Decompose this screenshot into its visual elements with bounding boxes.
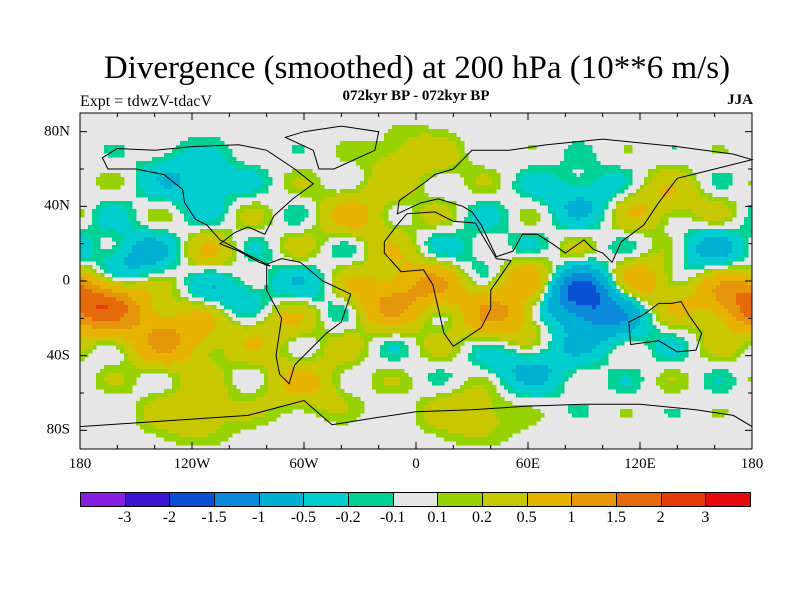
coastline-south-america bbox=[266, 258, 352, 385]
colorbar-label: -0.5 bbox=[290, 509, 316, 526]
colorbar-label: 0.1 bbox=[427, 509, 448, 526]
axis-ticks bbox=[79, 113, 753, 449]
colorbar-swatch bbox=[482, 492, 528, 507]
coastline-australia bbox=[628, 300, 703, 353]
colorbar-swatch bbox=[80, 492, 126, 507]
colorbar-swatch bbox=[526, 492, 573, 507]
y-tick-label: 80N bbox=[44, 123, 70, 140]
coastline-antarctica bbox=[79, 399, 753, 428]
x-tick-label: 120W bbox=[173, 456, 211, 472]
chart-title: Divergence (smoothed) at 200 hPa (10**6 … bbox=[103, 50, 731, 86]
colorbar-swatch bbox=[258, 492, 305, 507]
experiment-label: Expt = tdwzV-tdacV bbox=[80, 93, 212, 110]
coastline-north-america bbox=[101, 144, 315, 267]
y-tick-label: 0 bbox=[62, 272, 71, 289]
colorbar-swatch bbox=[124, 492, 171, 507]
colorbar-label: -1.5 bbox=[201, 509, 227, 526]
season-label: JJA bbox=[727, 92, 753, 108]
colorbar-swatch bbox=[169, 492, 215, 507]
y-tick-label: 40N bbox=[44, 197, 70, 214]
coastline-eurasia bbox=[396, 138, 754, 264]
colorbar-label: 1 bbox=[567, 509, 576, 526]
contour-field bbox=[80, 125, 753, 446]
coastlines bbox=[79, 125, 754, 428]
colorbar-swatch bbox=[571, 492, 617, 507]
colorbar-label: -0.1 bbox=[379, 509, 406, 526]
x-tick-label: 60E bbox=[515, 456, 541, 472]
x-tick-label: 60W bbox=[289, 456, 319, 472]
colorbar-label: 0.2 bbox=[472, 509, 492, 526]
coastline-africa bbox=[383, 211, 513, 347]
colorbar-label: 2 bbox=[656, 509, 665, 526]
colorbar-swatch bbox=[660, 492, 707, 507]
chart-subtitle: 072kyr BP - 072kyr BP bbox=[342, 88, 490, 104]
colorbar-label: -0.2 bbox=[335, 509, 361, 526]
coastline-greenland bbox=[283, 125, 380, 170]
colorbar-label: 3 bbox=[701, 509, 710, 526]
colorbar-swatch bbox=[348, 492, 394, 507]
colorbar-label: -1 bbox=[251, 509, 266, 526]
colorbar-swatch bbox=[705, 492, 751, 507]
colorbar-swatch bbox=[437, 492, 483, 507]
colorbar-swatch bbox=[303, 492, 349, 507]
colorbar-swatch bbox=[214, 492, 260, 507]
colorbar-swatch bbox=[392, 492, 439, 507]
colorbar-swatch bbox=[616, 492, 662, 507]
colorbar-label: 1.5 bbox=[606, 509, 626, 526]
x-tick-label: 0 bbox=[412, 456, 420, 472]
x-tick-label: 180 bbox=[740, 456, 764, 472]
x-tick-label: 180 bbox=[68, 456, 92, 472]
x-tick-label: 120E bbox=[624, 456, 656, 472]
colorbar-label: 0.5 bbox=[516, 509, 537, 526]
colorbar-label: -3 bbox=[117, 509, 132, 526]
y-tick-label: 80S bbox=[46, 421, 70, 438]
colorbar-label: -2 bbox=[162, 509, 176, 526]
y-tick-label: 40S bbox=[46, 347, 70, 364]
